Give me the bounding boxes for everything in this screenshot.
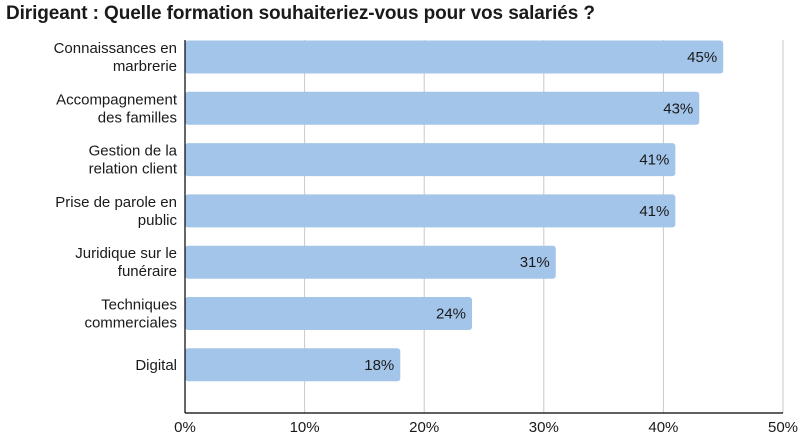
category-label: Digital [135,357,177,374]
category-label: Connaissances en marbrerie [54,40,177,75]
bar-value-label: 41% [639,203,669,220]
x-tick-label: 50% [768,419,798,436]
x-tick-label: 0% [174,419,196,436]
axes [184,40,783,414]
bar [185,40,724,74]
category-label: Juridique sur le funéraire [75,245,177,280]
bar-value-label: 43% [663,100,693,117]
x-tick-label: 20% [409,419,439,436]
category-label: Techniques commerciales [84,297,177,332]
x-tick-label: 10% [290,419,320,436]
bar-value-label: 31% [520,254,550,271]
labels: 0% 10% 20% 30% 40% 50% 45% Connaissances en marb… [54,40,798,436]
bar [185,143,676,177]
bar-value-label: 24% [436,306,466,323]
bar [185,297,473,330]
bar [185,348,401,382]
chart-title: Dirigeant : Quelle formation souhaiterie… [6,3,595,24]
x-tick-label: 30% [529,419,559,436]
bar-value-label: 41% [639,152,669,169]
bar [185,91,700,125]
bar-value-label: 45% [687,49,717,66]
category-label: Accompagnement des familles [56,91,178,126]
bar [185,194,676,228]
bar [185,245,556,279]
bar-value-label: 18% [364,357,394,374]
bars [185,40,724,382]
category-label: Gestion de la relation client [89,143,178,178]
category-label: Prise de parole en public [55,194,177,229]
x-tick-label: 40% [648,419,678,436]
